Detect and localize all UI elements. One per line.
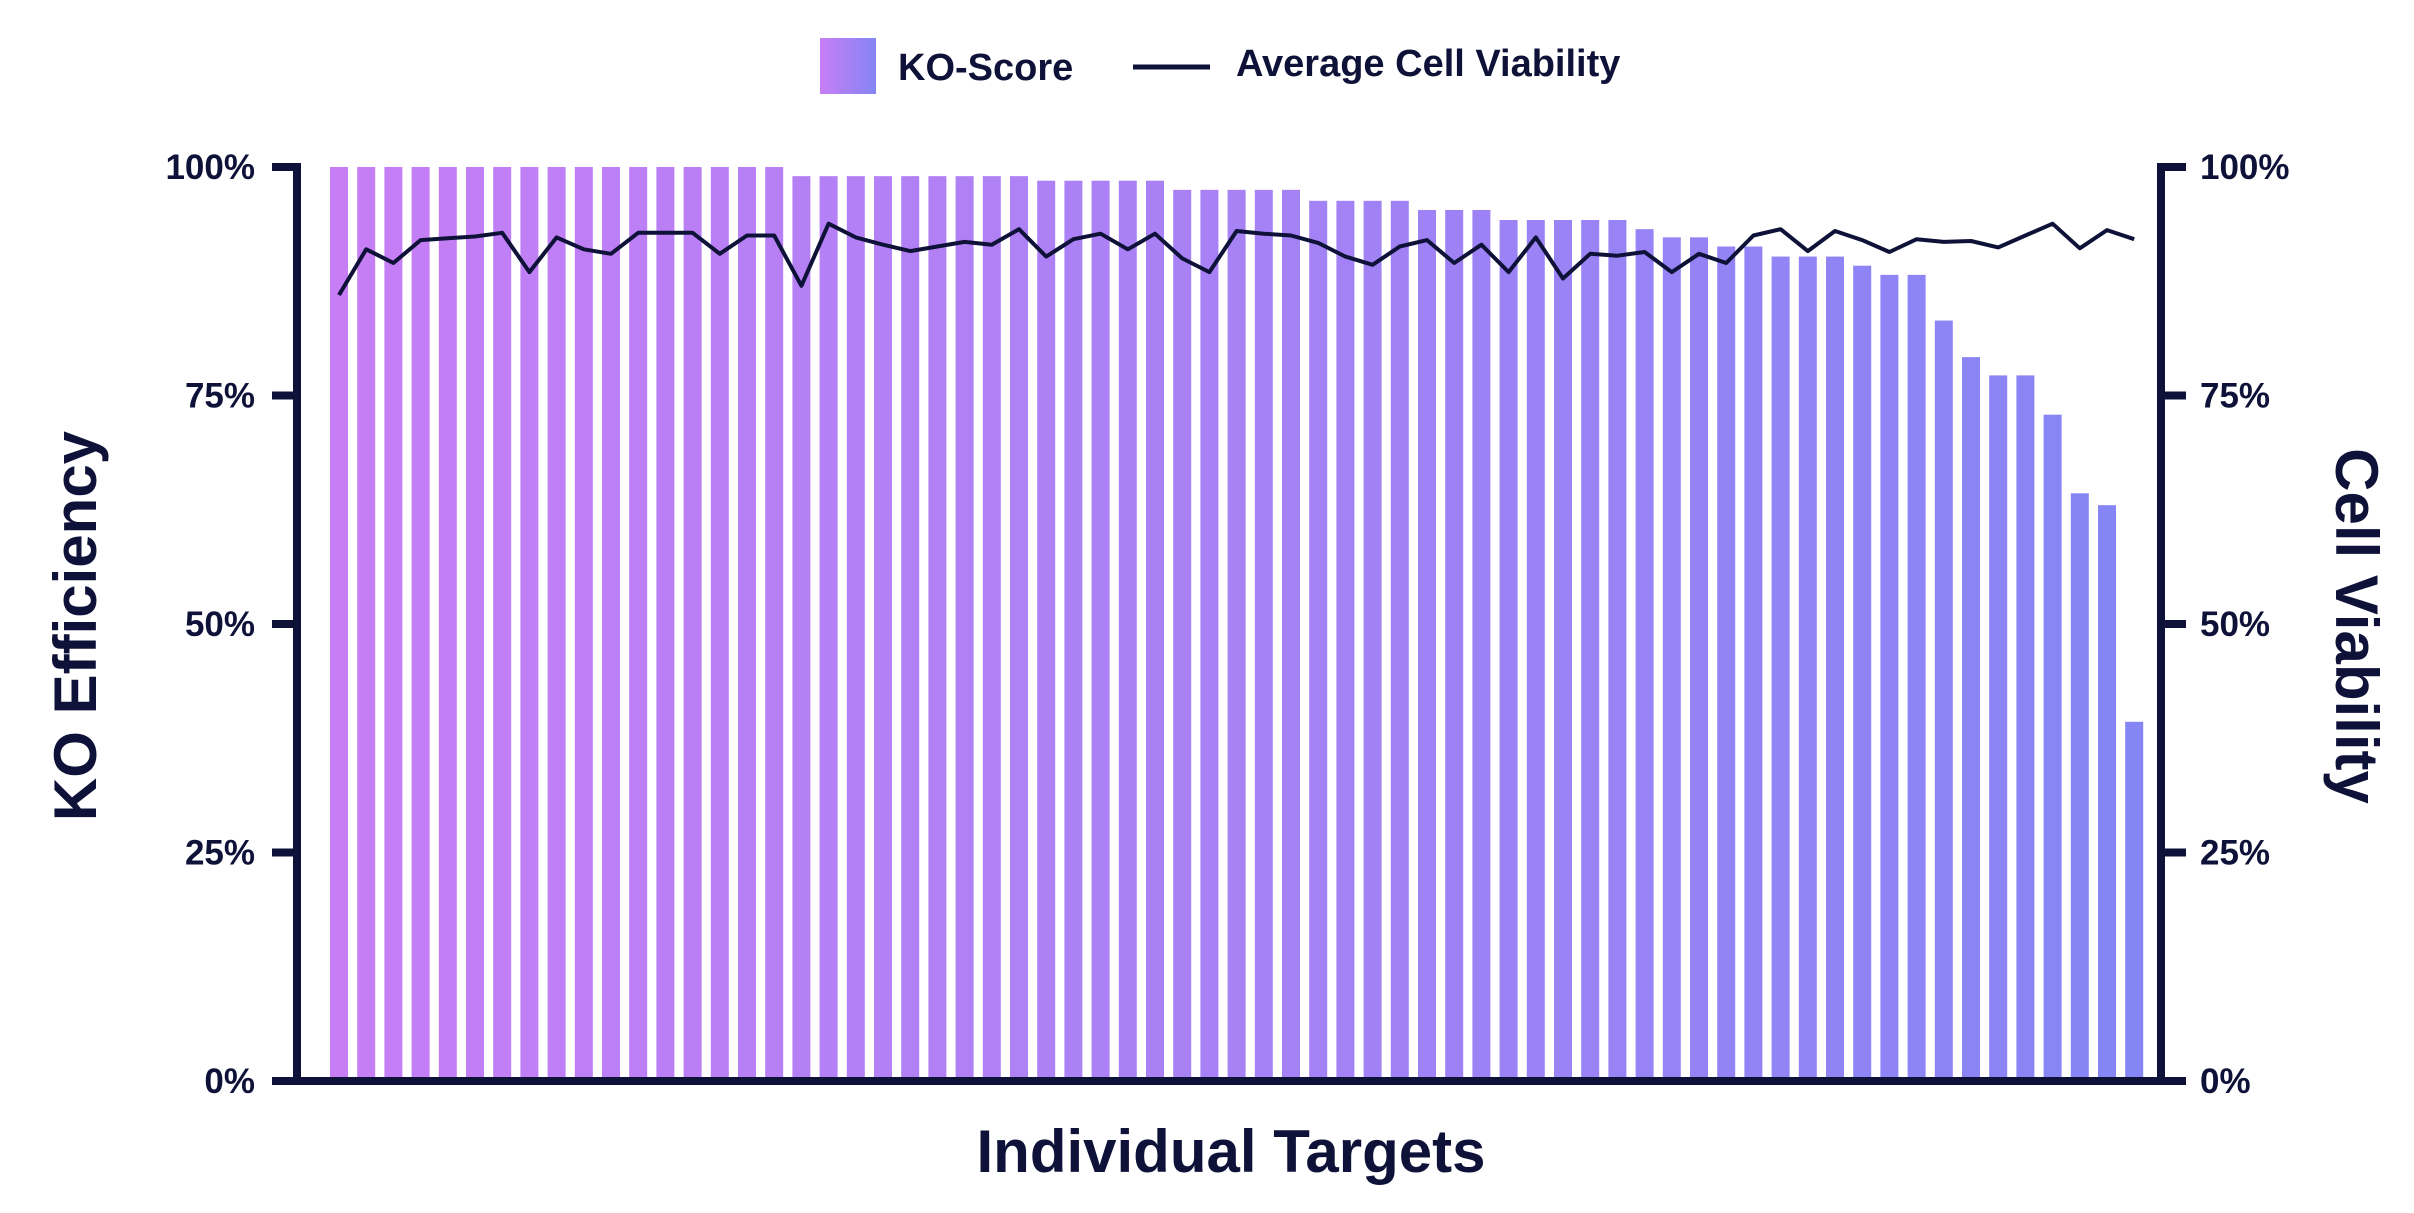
ko-score-bar-25: [982, 176, 1001, 1081]
ko-score-bar-43: [1472, 209, 1491, 1081]
ko-score-bar-48: [1608, 220, 1627, 1082]
ko-score-bar-44: [1499, 220, 1518, 1082]
ko-score-bar-24: [955, 176, 974, 1081]
ko-score-bar-62: [1989, 375, 2008, 1082]
ko-score-bar-32: [1173, 189, 1192, 1082]
ko-score-bar-53: [1744, 246, 1763, 1081]
left-tick-label-0: 0%: [204, 1062, 255, 1101]
y2-axis-title: Cell Viability: [2323, 448, 2390, 804]
ko-score-bar-10: [574, 167, 593, 1081]
ko-score-bar-47: [1581, 220, 1600, 1082]
ko-score-bar-27: [1037, 180, 1056, 1081]
ko-score-bar-36: [1282, 189, 1300, 1082]
ko-score-bar-46: [1554, 220, 1572, 1082]
ko-score-bar-40: [1390, 200, 1409, 1081]
ko-score-bar-60: [1934, 320, 1953, 1081]
ko-score-bar-63: [2016, 375, 2035, 1082]
left-tick-label-25: 25%: [185, 834, 255, 873]
ko-score-bar-21: [874, 176, 892, 1081]
ko-score-bar-9: [547, 167, 566, 1081]
bar-group: [330, 167, 2144, 1082]
left-tick-label-75: 75%: [185, 377, 255, 416]
legend-line-label: Average Cell Viability: [1236, 43, 1620, 85]
right-tick-label-25: 25%: [2200, 834, 2270, 873]
ko-score-bar-42: [1445, 209, 1464, 1081]
ko-score-bar-16: [738, 167, 756, 1081]
ko-score-bar-31: [1146, 180, 1164, 1081]
legend-bar-swatch: [820, 38, 876, 94]
ko-score-bar-13: [656, 167, 675, 1081]
tick-group: 0% 0% 25% 25% 50% 50% 75% 75% 100% 100%: [165, 148, 2289, 1101]
ko-score-bar-8: [520, 167, 539, 1081]
ko-score-bar-26: [1010, 176, 1028, 1081]
ko-score-bar-12: [629, 167, 648, 1081]
cell-viability-line: [337, 221, 2135, 297]
ko-score-bar-57: [1853, 265, 1872, 1081]
ko-score-bar-6: [466, 167, 484, 1081]
ko-score-bar-23: [928, 176, 947, 1081]
ko-score-bar-37: [1309, 200, 1328, 1081]
right-tick-label-0: 0%: [2200, 1062, 2251, 1101]
ko-score-bar-7: [493, 167, 512, 1081]
ko-score-bar-51: [1690, 237, 1708, 1082]
ko-score-bar-45: [1526, 220, 1545, 1082]
ko-score-bar-66: [2098, 505, 2116, 1081]
ko-score-bar-18: [792, 176, 811, 1081]
ko-score-bar-58: [1880, 274, 1899, 1081]
ko-score-bar-34: [1227, 189, 1246, 1082]
ko-score-bar-49: [1635, 229, 1654, 1082]
ko-score-bar-3: [384, 167, 403, 1081]
left-tick-label-50: 50%: [185, 605, 255, 644]
ko-score-bar-11: [602, 167, 620, 1081]
x-axis-title: Individual Targets: [977, 1118, 1486, 1185]
ko-score-bar-1: [330, 167, 348, 1081]
right-tick-label-100: 100%: [2200, 148, 2290, 187]
ko-score-bar-33: [1200, 189, 1219, 1082]
legend: KO-Score Average Cell Viability: [820, 38, 1620, 94]
ko-score-bar-15: [710, 167, 729, 1081]
ko-score-bar-54: [1771, 256, 1790, 1081]
right-tick-label-50: 50%: [2200, 605, 2270, 644]
ko-score-bar-55: [1798, 256, 1817, 1081]
ko-score-bar-30: [1118, 180, 1137, 1081]
ko-score-bar-38: [1336, 200, 1355, 1081]
ko-score-bar-17: [765, 167, 784, 1081]
ko-score-bar-29: [1091, 180, 1110, 1081]
ko-score-bar-52: [1717, 246, 1736, 1081]
ko-score-bar-28: [1064, 180, 1083, 1081]
ko-score-bar-65: [2070, 493, 2089, 1082]
ko-score-bar-56: [1826, 256, 1844, 1081]
ko-score-bar-64: [2043, 414, 2062, 1082]
y-axis-title: KO Efficiency: [42, 430, 109, 821]
ko-score-bar-2: [357, 167, 376, 1081]
viability-line-group: [337, 221, 2135, 297]
ko-score-bar-4: [411, 167, 430, 1081]
ko-score-bar-39: [1363, 200, 1382, 1081]
ko-score-bar-5: [438, 167, 457, 1081]
ko-score-bar-59: [1907, 274, 1926, 1081]
left-tick-label-100: 100%: [165, 148, 255, 187]
ko-score-bar-14: [683, 167, 702, 1081]
ko-score-bar-20: [846, 176, 865, 1081]
legend-bar-label: KO-Score: [898, 47, 1073, 89]
ko-score-bar-19: [819, 176, 838, 1081]
ko-score-bar-61: [1962, 357, 1980, 1081]
ko-score-bar-67: [2125, 721, 2144, 1081]
right-tick-label-75: 75%: [2200, 377, 2270, 416]
ko-score-bar-41: [1418, 209, 1436, 1081]
ko-score-bar-22: [901, 176, 920, 1081]
ko-score-bar-35: [1254, 189, 1273, 1082]
ko-score-bar-50: [1662, 237, 1681, 1082]
